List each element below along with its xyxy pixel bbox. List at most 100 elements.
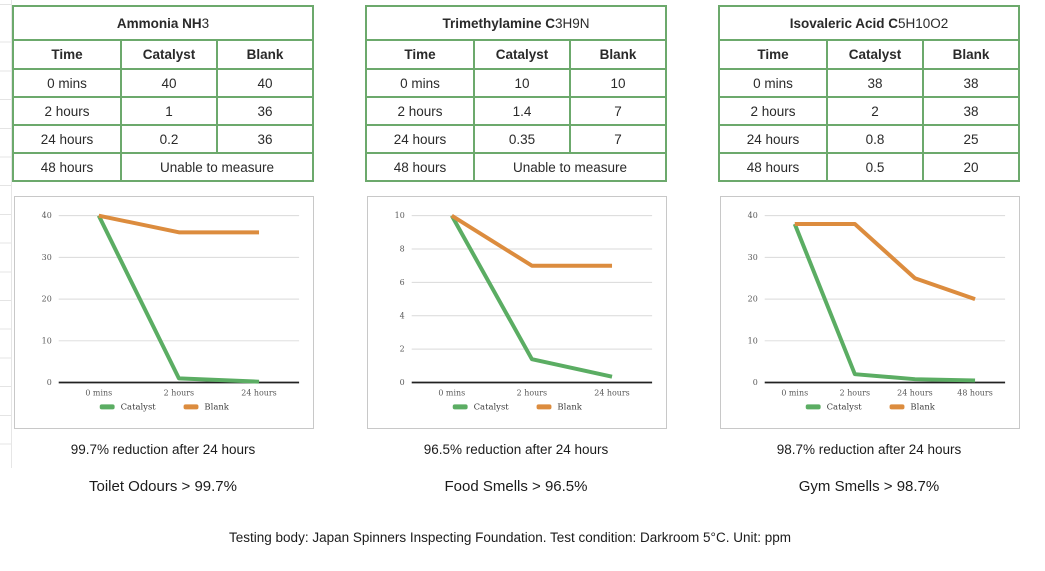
cell-time: 24 hours [12,124,122,154]
y-tick-label: 2 [400,345,405,354]
cell-catalyst: 0.5 [826,152,924,182]
cell-blank: 40 [216,68,314,98]
table-row: 0 mins 38 38 [718,68,1020,98]
y-tick-label: 4 [400,311,405,320]
y-tick-label: 0 [400,378,405,387]
cell-blank: 10 [569,68,667,98]
table-row: 48 hours Unable to measure [365,152,667,182]
legend-swatch-catalyst [452,404,468,410]
x-tick-label: 24 hours [241,388,277,397]
title-formula-suffix: 3 [201,15,210,31]
cell-time: 0 mins [718,68,828,98]
trimethylamine-panel: Trimethylamine C3H9N Time Catalyst Blank… [365,5,667,495]
title-formula-suffix: 5H10O2 [898,15,949,31]
x-tick-label: 2 hours [517,388,547,397]
y-tick-label: 20 [748,295,758,304]
x-tick-label: 2 hours [840,388,870,397]
cell-blank: 25 [922,124,1020,154]
header-catalyst: Catalyst [826,39,924,70]
cell-time: 2 hours [365,96,475,126]
cell-blank: 7 [569,96,667,126]
isovaleric-acid-panel: Isovaleric Acid C5H10O2 Time Catalyst Bl… [718,5,1020,495]
table-row: 2 hours 1 36 [12,96,314,126]
legend-swatch-blank [536,404,552,410]
legend-swatch-catalyst [805,404,821,410]
legend-label-catalyst: Catalyst [121,401,157,411]
y-tick-label: 30 [42,253,52,262]
y-tick-label: 0 [753,378,758,387]
y-tick-label: 8 [400,245,405,254]
title-formula-suffix: 3H9N [555,15,590,31]
cell-blank: 38 [922,96,1020,126]
table-row: 2 hours 2 38 [718,96,1020,126]
table-row: 24 hours 0.2 36 [12,124,314,154]
x-tick-label: 24 hours [594,388,630,397]
x-tick-label: 48 hours [957,388,993,397]
cell-time: 24 hours [718,124,828,154]
header-time: Time [718,39,828,70]
table-header-row: Time Catalyst Blank [365,39,667,70]
y-tick-label: 40 [748,211,758,220]
x-tick-label: 2 hours [164,388,194,397]
y-tick-label: 10 [748,336,758,345]
legend-swatch-blank [889,404,905,410]
blank-line [98,213,260,235]
cell-time: 24 hours [365,124,475,154]
legend-label-blank: Blank [204,401,229,411]
reduction-note: 96.5% reduction after 24 hours [423,442,609,457]
isovaleric-acid-line-chart: 0 10 20 30 40 0 mins 2 hours 24 hours 48 hours Ca… [720,196,1020,429]
title-main: Trimethylamine C [442,15,556,31]
category-note: Food Smells > 96.5% [444,478,588,495]
y-tick-label: 6 [400,278,405,287]
header-blank: Blank [922,39,1020,70]
cell-catalyst: 40 [120,68,218,98]
catalyst-line [96,214,260,384]
cell-time: 2 hours [12,96,122,126]
header-blank: Blank [569,39,667,70]
cell-catalyst: 0.35 [473,124,571,154]
blank-line [450,213,613,268]
blank-line [794,222,976,301]
header-catalyst: Catalyst [120,39,218,70]
table-row: 0 mins 40 40 [12,68,314,98]
header-time: Time [365,39,475,70]
table-row: 48 hours Unable to measure [12,152,314,182]
ammonia-table: Ammonia NH3 Time Catalyst Blank 0 mins 4… [12,5,314,182]
y-tick-label: 20 [42,295,52,304]
cell-time: 2 hours [718,96,828,126]
table-row: 0 mins 10 10 [365,68,667,98]
cell-merged-unable: Unable to measure [120,152,314,182]
legend-label-blank: Blank [910,401,935,411]
x-tick-label: 0 mins [781,388,808,397]
table-title-row: Ammonia NH3 [12,5,314,41]
cell-blank: 7 [569,124,667,154]
cell-blank: 36 [216,124,314,154]
catalyst-line [792,223,976,383]
y-tick-label: 30 [748,253,758,262]
category-note: Toilet Odours > 99.7% [88,478,237,495]
cell-catalyst: 38 [826,68,924,98]
isovaleric-acid-chart-svg: 0 10 20 30 40 0 mins 2 hours 24 hours 48 hours Ca… [748,211,1006,411]
x-tick-label: 0 mins [438,388,465,397]
y-tick-label: 10 [395,211,405,220]
title-main: Isovaleric Acid C [789,15,898,31]
table-row: 24 hours 0.8 25 [718,124,1020,154]
y-tick-label: 0 [47,378,52,387]
table-title-row: Trimethylamine C3H9N [365,5,667,41]
ammonia-chart-svg: 0 10 20 30 40 0 mins 2 hours 24 hours Catalyst Bl… [42,211,300,411]
isovaleric-acid-table: Isovaleric Acid C5H10O2 Time Catalyst Bl… [718,5,1020,182]
trimethylamine-line-chart: 0 2 4 6 8 10 0 mins 2 hours 24 hours Catalyst Blan… [367,196,667,429]
category-note: Gym Smells > 98.7% [798,478,940,495]
cell-catalyst: 1 [120,96,218,126]
header-catalyst: Catalyst [473,39,571,70]
cell-catalyst: 2 [826,96,924,126]
x-tick-label: 24 hours [897,388,933,397]
cell-time: 48 hours [12,152,122,182]
legend-swatch-catalyst [99,404,115,410]
panels-container: Ammonia NH3 Time Catalyst Blank 0 mins 4… [12,5,1020,495]
ammonia-line-chart: 0 10 20 30 40 0 mins 2 hours 24 hours Catalyst Bl… [14,196,314,429]
spreadsheet-gridline-gutter [0,0,12,468]
table-row: 24 hours 0.35 7 [365,124,667,154]
ammonia-table-title: Ammonia NH3 [12,5,314,41]
cell-blank: 38 [922,68,1020,98]
